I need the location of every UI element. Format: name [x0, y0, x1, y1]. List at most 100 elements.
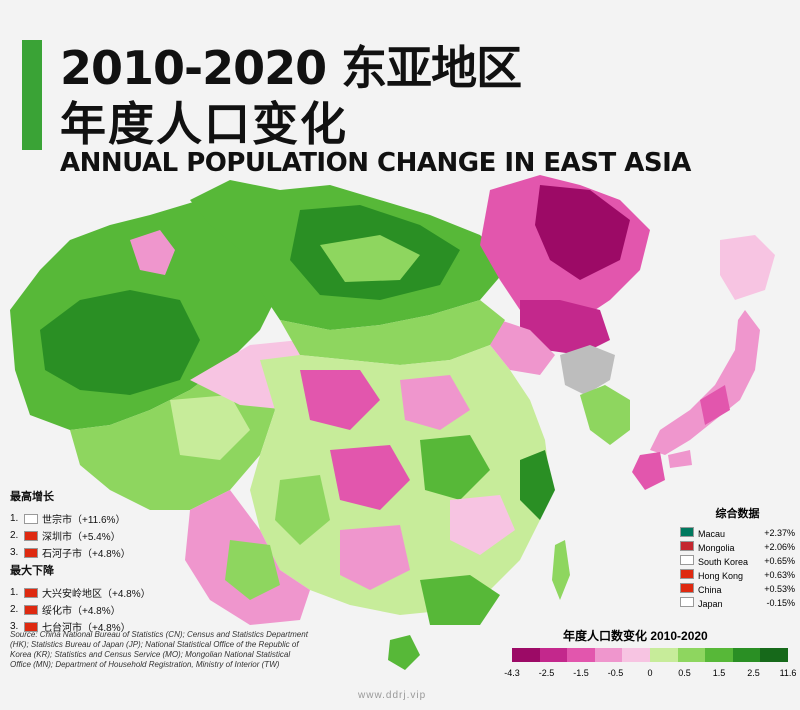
stat-row: South Korea +0.65% [680, 554, 795, 568]
legend-tick-label: -1.5 [573, 668, 589, 678]
color-legend [512, 648, 788, 662]
legend-swatch [760, 648, 788, 662]
region-taiwan [552, 540, 570, 600]
stat-row: Mongolia +2.06% [680, 540, 795, 554]
stat-value: +0.63% [764, 570, 795, 580]
region-honshu-dark [700, 385, 730, 425]
region-tibet-2 [170, 395, 250, 460]
legend-tick-label: -2.5 [538, 668, 555, 678]
south-korea-flag-icon [680, 555, 694, 565]
title-line-2: 年度人口变化 [60, 97, 348, 151]
stat-name: Mongolia [698, 543, 735, 553]
stat-name: China [698, 585, 722, 595]
highest-row: 1. 世宗市（+11.6%） [10, 510, 131, 527]
china-flag-icon [24, 587, 38, 598]
highest-row: 3. 石河子市（+4.8%） [10, 544, 131, 561]
macau-flag-icon [680, 527, 694, 537]
legend-swatch [677, 648, 706, 662]
region-north-korea [560, 345, 615, 395]
rank-number: 1. [10, 587, 19, 598]
stat-value: +0.65% [764, 556, 795, 566]
legend-tick-label: -0.5 [607, 668, 624, 678]
china-flag-icon [24, 530, 38, 541]
region-xinjiang-dark [40, 290, 200, 395]
region-honshu [650, 310, 760, 455]
rank-number: 3. [10, 547, 19, 558]
korea-flag-icon [24, 513, 38, 524]
lowest-heading: 最大下降 [10, 565, 54, 577]
region-central-pink-5 [340, 525, 410, 590]
region-guangdong [420, 575, 500, 625]
highest-heading: 最高增长 [10, 491, 54, 503]
region-kyushu [632, 452, 665, 490]
region-southwest-green [225, 540, 280, 600]
legend-tick-label: 1.5 [712, 668, 726, 678]
china-flag-icon [24, 621, 38, 632]
lowest-row: 2. 绥化市（+4.8%） [10, 601, 151, 618]
region-xinjiang-pink [130, 230, 175, 275]
region-central-green-2 [275, 475, 330, 545]
region-central-pink-4 [450, 495, 515, 555]
legend-tick-label: -4.3 [504, 668, 520, 678]
legend-swatch [539, 648, 568, 662]
title-line-1: 2010-2020 东亚地区 [60, 41, 522, 95]
legend-swatch [622, 648, 650, 662]
rank-label: 石河子市（+4.8%） [42, 549, 131, 560]
lowest-row: 3. 七台河市（+4.8%） [10, 618, 151, 635]
title-accent-bar [22, 40, 42, 150]
legend-swatch [649, 648, 678, 662]
region-jilin [520, 300, 610, 355]
stat-value: +2.06% [764, 542, 795, 552]
stat-row: Macau +2.37% [680, 526, 795, 540]
region-central-pink-2 [400, 375, 470, 430]
lowest-row: 1. 大兴安岭地区（+4.8%） [10, 584, 151, 601]
legend-swatch [705, 648, 733, 662]
rank-label: 大兴安岭地区（+4.8%） [42, 589, 151, 600]
region-central-pink-3 [330, 445, 410, 510]
mongolia-flag-icon [680, 541, 694, 551]
sources-note: Source: China National Bureau of Statist… [10, 630, 308, 669]
watermark: www.ddrj.vip [358, 690, 427, 701]
stat-value: -0.15% [766, 598, 795, 608]
legend-tick-label: 0.5 [678, 668, 691, 678]
rank-label: 世宗市（+11.6%） [42, 515, 126, 526]
china-flag-icon [24, 604, 38, 615]
region-inner-mongolia [280, 300, 505, 365]
summary-stats-panel: 综合数据 Macau +2.37% Mongolia +2.06% South Ko… [680, 505, 795, 610]
stat-name: Macau [698, 529, 726, 539]
region-mongolia-light [320, 235, 420, 282]
legend-swatch [567, 648, 595, 662]
region-hokkaido [720, 235, 775, 300]
region-central-pink-1 [300, 370, 380, 430]
rank-number: 3. [10, 621, 19, 632]
lowest-decline-panel: 最大下降 1. 大兴安岭地区（+4.8%） 2. 绥化市（+4.8%） 3. 七… [10, 562, 151, 635]
legend-swatch [732, 648, 761, 662]
legend-tick-label: 0 [647, 668, 653, 678]
stat-row: China +0.53% [680, 582, 795, 596]
rank-label: 七台河市（+4.8%） [42, 623, 131, 634]
legend-tick-label: 2.5 [747, 668, 760, 678]
region-south-korea [580, 385, 630, 445]
legend-swatch [512, 648, 540, 662]
stat-name: Japan [698, 599, 723, 609]
stat-name: South Korea [698, 557, 749, 567]
highest-row: 2. 深圳市（+5.4%） [10, 527, 131, 544]
region-liaoning [490, 320, 555, 375]
region-heilongjiang-dark [535, 185, 630, 280]
region-coast-dark [520, 450, 555, 520]
region-central-green-1 [420, 435, 490, 500]
stat-row: Japan -0.15% [680, 596, 795, 610]
stat-name: Hong Kong [698, 571, 744, 581]
rank-label: 深圳市（+5.4%） [42, 532, 121, 543]
rank-number: 1. [10, 513, 19, 524]
highest-growth-panel: 最高增长 1. 世宗市（+11.6%） 2. 深圳市（+5.4%） 3. 石河子… [10, 488, 131, 561]
region-shikoku [668, 450, 692, 468]
china-flag-icon [24, 547, 38, 558]
legend-title: 年度人口数变化 2010-2020 [563, 629, 708, 643]
rank-number: 2. [10, 530, 19, 541]
japan-flag-icon [680, 597, 694, 607]
rank-number: 2. [10, 604, 19, 615]
china-flag-icon [680, 583, 694, 593]
rank-label: 绥化市（+4.8%） [42, 606, 121, 617]
